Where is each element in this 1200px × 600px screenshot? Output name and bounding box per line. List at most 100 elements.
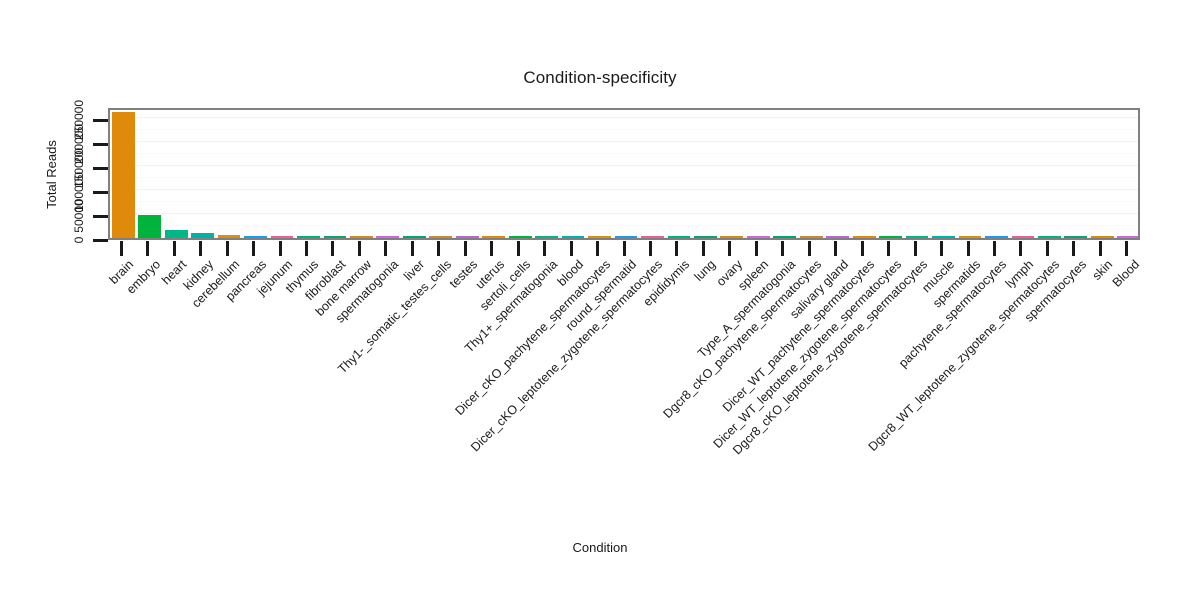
bar[interactable] [588, 236, 611, 238]
x-axis-tick [807, 241, 811, 256]
bar[interactable] [270, 236, 294, 238]
bar[interactable] [905, 236, 929, 238]
bar[interactable] [773, 236, 797, 238]
bar[interactable] [694, 236, 717, 238]
x-axis-tick [304, 241, 308, 256]
x-axis-tick [1072, 241, 1076, 256]
x-axis-tick [463, 241, 467, 256]
x-axis-tick [754, 241, 758, 256]
bar[interactable] [244, 236, 267, 238]
bar[interactable] [164, 229, 188, 238]
x-axis-tick [569, 241, 573, 256]
x-axis-tick [781, 241, 785, 256]
bar[interactable] [323, 236, 347, 238]
bar[interactable] [402, 236, 426, 238]
bar[interactable] [1117, 236, 1138, 238]
y-axis-tick [93, 190, 108, 194]
x-axis-tick [410, 241, 414, 256]
bar[interactable] [138, 215, 162, 238]
x-axis-tick [1125, 241, 1129, 256]
bar[interactable] [535, 236, 558, 238]
y-axis-tick [93, 142, 108, 146]
x-axis-tick-label: Blood [1109, 257, 1142, 290]
x-axis-tick [596, 241, 600, 256]
bar[interactable] [614, 236, 638, 238]
x-axis-tick [357, 241, 361, 256]
gridline-minor [110, 153, 1138, 154]
y-axis-tick [93, 166, 108, 170]
bar[interactable] [1064, 236, 1088, 238]
y-axis-tick [93, 214, 108, 218]
x-axis-tick [543, 241, 547, 256]
x-axis-tick [172, 241, 176, 256]
x-axis-tick [384, 241, 388, 256]
bar[interactable] [720, 236, 744, 238]
x-axis-tick [728, 241, 732, 256]
x-axis-tick-labels: brain embryo heart kidney cerebellum pancreas… [107, 257, 1142, 528]
y-axis-title: Total Reads [42, 108, 60, 240]
x-axis-tick [437, 241, 441, 256]
x-axis-tick [146, 241, 150, 256]
y-axis-title-text: Total Reads [43, 139, 59, 209]
bar[interactable] [985, 236, 1008, 238]
y-axis-tick-label: 250000 [72, 99, 86, 141]
x-axis-tick [278, 241, 282, 256]
bar[interactable] [350, 236, 373, 238]
gridline [110, 117, 1138, 118]
y-axis-tick [93, 238, 108, 242]
x-axis-tick [675, 241, 679, 256]
x-axis-tick [966, 241, 970, 256]
y-axis-tick [93, 118, 108, 122]
x-axis-tick [252, 241, 256, 256]
x-axis-tick [701, 241, 705, 256]
x-axis-tick [1019, 241, 1023, 256]
bar[interactable] [958, 236, 982, 238]
x-axis-tick-marks [108, 241, 1140, 256]
x-axis-title: Condition [572, 540, 628, 555]
bar[interactable] [376, 236, 400, 238]
x-axis-tick [516, 241, 520, 256]
bar[interactable] [111, 112, 135, 238]
bar[interactable] [746, 236, 770, 238]
x-axis-tick [913, 241, 917, 256]
x-axis-tick [622, 241, 626, 256]
bar[interactable] [1090, 236, 1114, 238]
bar[interactable] [191, 232, 214, 238]
bar[interactable] [561, 236, 585, 238]
x-axis-tick [887, 241, 891, 256]
bar[interactable] [879, 236, 902, 238]
x-axis-tick [199, 241, 203, 256]
chart-title: Condition-specificity [523, 68, 677, 87]
bar[interactable] [932, 236, 955, 238]
gridline-minor [110, 129, 1138, 130]
bar[interactable] [641, 236, 664, 238]
bar[interactable] [826, 236, 850, 238]
bar[interactable] [455, 236, 479, 238]
bar[interactable] [852, 236, 876, 238]
bar[interactable] [482, 236, 506, 238]
gridline [110, 213, 1138, 214]
x-axis-tick [860, 241, 864, 256]
bar[interactable] [508, 236, 532, 238]
gridline-minor [110, 225, 1138, 226]
x-axis-tick [940, 241, 944, 256]
plot-panel [108, 108, 1140, 240]
bar[interactable] [667, 236, 691, 238]
x-axis-tick [648, 241, 652, 256]
gridline-minor [110, 177, 1138, 178]
bar[interactable] [1011, 236, 1035, 238]
y-axis-tick-marks [93, 108, 108, 242]
x-axis-tick [490, 241, 494, 256]
y-axis-tick-labels: 0 50000 100000 150000 200000 250000 [66, 100, 92, 243]
y-axis-tick-label: 0 [72, 236, 86, 244]
bar[interactable] [799, 236, 823, 238]
x-axis-tick [992, 241, 996, 256]
x-axis-tick [225, 241, 229, 256]
bar[interactable] [297, 236, 320, 238]
bar[interactable] [217, 234, 241, 238]
x-axis-tick [1098, 241, 1102, 256]
x-axis-tick [1045, 241, 1049, 256]
bar[interactable] [429, 236, 453, 238]
bar[interactable] [1038, 236, 1061, 238]
bars-layer [110, 110, 1138, 238]
